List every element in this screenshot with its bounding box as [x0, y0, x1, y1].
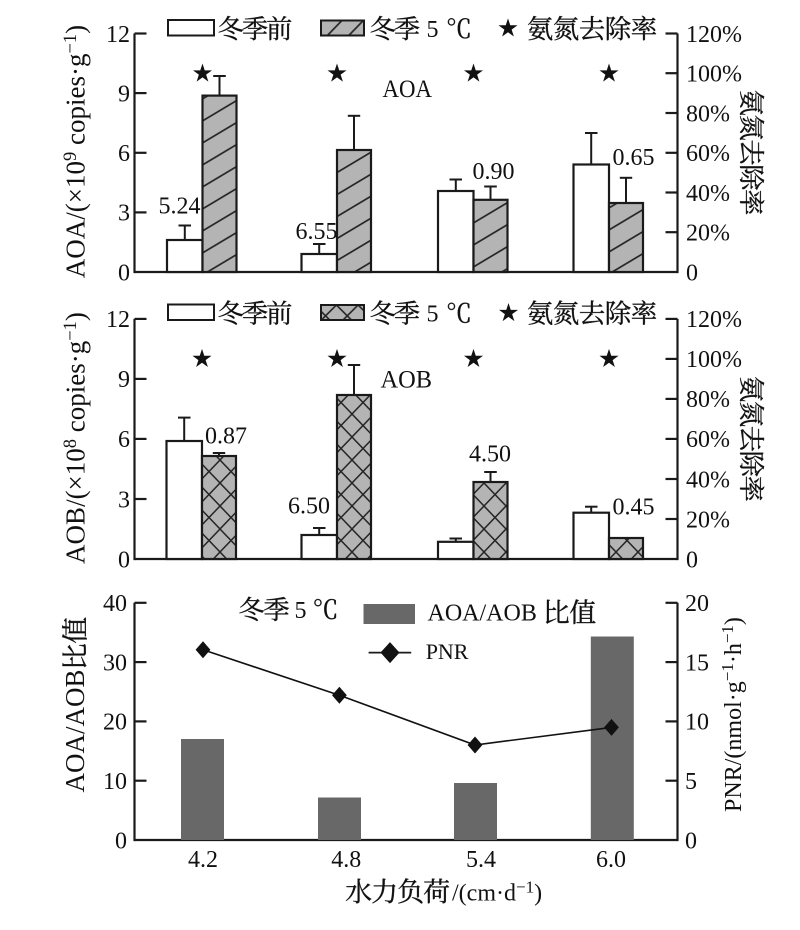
svg-text:120%: 120% [686, 307, 742, 333]
svg-text:100%: 100% [686, 347, 742, 373]
svg-text:6: 6 [118, 141, 130, 167]
svg-text:AOA: AOA [383, 76, 433, 103]
svg-text:80%: 80% [686, 387, 730, 413]
svg-text:40%: 40% [686, 181, 730, 207]
svg-text:5: 5 [295, 598, 307, 624]
svg-text:PNR: PNR [426, 639, 469, 664]
svg-text:20%: 20% [686, 507, 730, 533]
svg-text:0.87: 0.87 [205, 424, 247, 450]
svg-text:80%: 80% [686, 101, 730, 127]
svg-text:5: 5 [685, 769, 697, 795]
svg-text:30: 30 [103, 650, 127, 676]
svg-text:0.65: 0.65 [613, 145, 655, 171]
svg-text:60%: 60% [686, 427, 730, 453]
svg-text:12: 12 [106, 22, 130, 48]
svg-text:6.0: 6.0 [596, 847, 626, 873]
svg-text:5.24: 5.24 [159, 194, 201, 220]
svg-text:120%: 120% [686, 22, 742, 48]
svg-text:20: 20 [685, 591, 709, 617]
svg-text:12: 12 [106, 307, 130, 333]
svg-text:0.90: 0.90 [473, 159, 515, 185]
svg-text:0.45: 0.45 [613, 495, 655, 521]
svg-text:4.2: 4.2 [188, 847, 218, 873]
svg-text:40: 40 [103, 591, 127, 617]
svg-text:4.8: 4.8 [331, 847, 361, 873]
svg-text:20%: 20% [686, 221, 730, 247]
svg-text:10: 10 [685, 710, 709, 736]
svg-text:6.50: 6.50 [288, 494, 330, 520]
svg-text:9: 9 [118, 367, 130, 393]
svg-text:60%: 60% [686, 141, 730, 167]
svg-text:AOA/AOB: AOA/AOB [60, 669, 90, 792]
svg-text:40%: 40% [686, 467, 730, 493]
svg-text:20: 20 [103, 710, 127, 736]
svg-text:5: 5 [427, 302, 439, 328]
svg-text:0: 0 [686, 260, 698, 286]
svg-text:6.55: 6.55 [296, 219, 338, 245]
svg-text:3: 3 [118, 487, 130, 513]
svg-text:PNR/(nmol·g−1·h−1): PNR/(nmol·g−1·h−1) [718, 617, 747, 812]
svg-text:6: 6 [118, 427, 130, 453]
svg-text:3: 3 [118, 201, 130, 227]
svg-text:100%: 100% [686, 62, 742, 88]
svg-text:0: 0 [118, 547, 130, 573]
svg-text:10: 10 [103, 769, 127, 795]
svg-text:4.50: 4.50 [469, 442, 511, 468]
svg-text:0: 0 [686, 547, 698, 573]
svg-text:0: 0 [685, 828, 697, 854]
svg-text:5.4: 5.4 [466, 847, 496, 873]
svg-text:0: 0 [118, 260, 130, 286]
svg-text:5: 5 [427, 17, 439, 43]
svg-text:AOA/(×109 copies·g−1): AOA/(×109 copies·g−1) [61, 25, 91, 278]
svg-text:15: 15 [685, 650, 709, 676]
svg-text:AOB: AOB [381, 367, 433, 394]
svg-text:9: 9 [118, 81, 130, 107]
svg-text:AOA/AOB: AOA/AOB [428, 601, 537, 627]
svg-text:0: 0 [115, 828, 127, 854]
svg-text:AOB/(×108 copies·g−1): AOB/(×108 copies·g−1) [61, 312, 91, 564]
